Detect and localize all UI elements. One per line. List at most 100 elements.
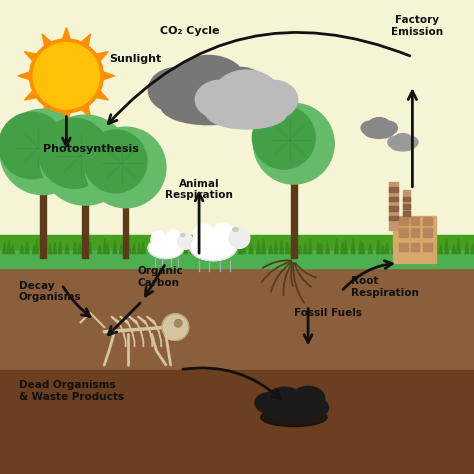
Polygon shape [96,91,108,100]
Circle shape [174,319,182,327]
Polygon shape [3,243,7,254]
Polygon shape [298,245,302,254]
Bar [0,235,474,249]
Polygon shape [274,240,278,254]
Ellipse shape [195,80,245,119]
Text: Animal
Respiration: Animal Respiration [165,179,233,201]
Polygon shape [207,240,211,254]
Polygon shape [163,241,167,254]
Circle shape [33,43,100,109]
Ellipse shape [398,140,415,150]
Polygon shape [178,243,182,254]
Ellipse shape [265,401,289,419]
Bar [399,243,408,251]
Ellipse shape [380,121,397,135]
Ellipse shape [302,398,328,417]
Polygon shape [119,244,123,254]
Bar [0,370,474,474]
Ellipse shape [171,55,246,110]
Polygon shape [78,244,82,254]
Polygon shape [361,243,365,254]
Polygon shape [269,244,273,254]
Polygon shape [221,240,225,254]
Polygon shape [319,244,323,254]
Bar [423,243,432,251]
Bar [423,228,432,237]
Polygon shape [191,243,194,254]
Bar [389,187,398,192]
Polygon shape [184,239,188,254]
Ellipse shape [261,408,327,427]
Bar [0,237,474,268]
Polygon shape [280,240,283,254]
Circle shape [40,115,130,205]
Polygon shape [359,240,363,254]
Ellipse shape [292,386,325,410]
Text: Decay
Organisms: Decay Organisms [19,281,82,302]
Ellipse shape [181,234,185,237]
Circle shape [178,234,193,249]
Text: Dead Organisms
& Waste Products: Dead Organisms & Waste Products [19,380,124,402]
Bar [82,185,88,258]
Bar [411,217,419,225]
Polygon shape [82,241,85,254]
Polygon shape [172,245,176,254]
Polygon shape [32,245,36,254]
Polygon shape [335,239,338,254]
Polygon shape [103,238,107,254]
Polygon shape [249,243,253,254]
Polygon shape [434,241,438,254]
Ellipse shape [148,237,183,259]
Polygon shape [256,240,260,254]
Ellipse shape [214,70,279,117]
Circle shape [193,224,214,245]
Circle shape [29,39,103,113]
Polygon shape [25,91,36,100]
Ellipse shape [393,134,412,147]
Ellipse shape [230,91,287,125]
Polygon shape [42,34,51,46]
Bar [403,190,410,223]
Ellipse shape [265,387,303,414]
Polygon shape [242,243,246,254]
Polygon shape [412,243,416,254]
Circle shape [229,228,250,248]
Polygon shape [452,244,456,254]
Bar [291,166,297,258]
Ellipse shape [161,80,228,119]
Polygon shape [445,239,448,254]
Ellipse shape [374,125,393,137]
Circle shape [85,127,166,208]
Ellipse shape [148,67,207,113]
Ellipse shape [206,91,263,125]
Circle shape [166,230,180,245]
Ellipse shape [361,121,379,135]
Bar [393,216,436,263]
Polygon shape [415,239,419,254]
Circle shape [0,112,65,179]
Polygon shape [405,242,409,254]
Polygon shape [471,244,474,254]
Polygon shape [165,245,169,254]
Ellipse shape [255,392,285,413]
Bar [389,182,398,230]
Polygon shape [290,245,293,254]
Bar [403,211,410,216]
Polygon shape [421,242,425,254]
Text: Root
Respiration: Root Respiration [351,276,419,298]
Bar [0,258,474,370]
Ellipse shape [206,98,287,129]
Polygon shape [82,34,91,46]
Bar [403,197,410,201]
Polygon shape [63,113,70,124]
Polygon shape [439,245,443,254]
Ellipse shape [190,80,256,119]
Polygon shape [216,245,219,254]
Polygon shape [58,241,62,254]
Circle shape [252,106,315,169]
Circle shape [213,223,232,242]
Polygon shape [35,239,38,254]
Polygon shape [392,244,395,254]
Ellipse shape [161,89,256,125]
Polygon shape [376,240,380,254]
